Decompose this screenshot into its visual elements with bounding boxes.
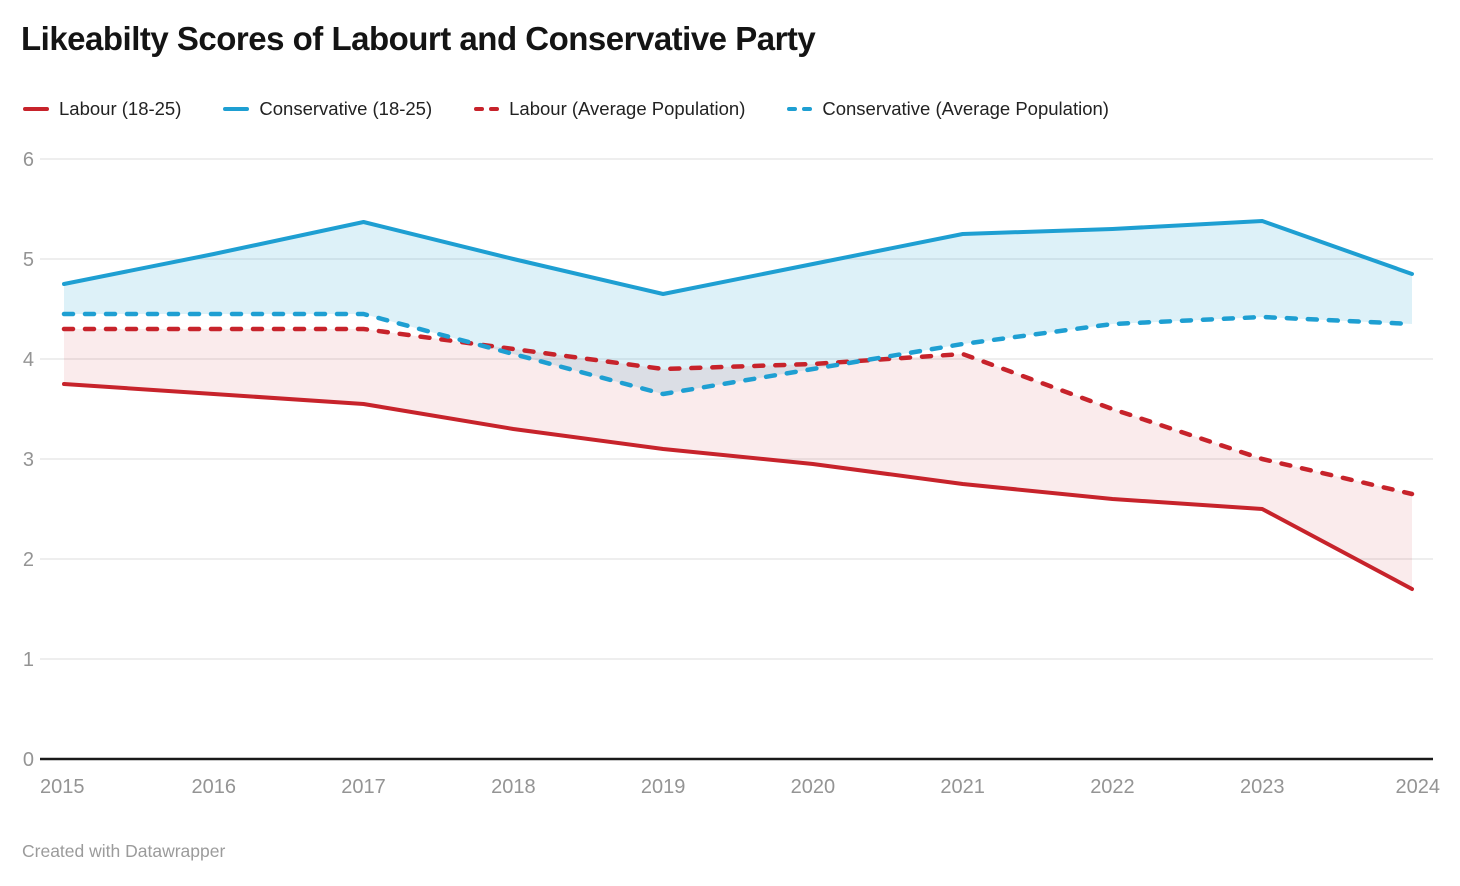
x-tick-label: 2018	[491, 776, 536, 798]
legend-swatch-dashed-line-icon	[474, 106, 500, 112]
x-tick-label: 2023	[1240, 776, 1285, 798]
legend-item-1: Conservative (18-25)	[223, 98, 432, 120]
x-tick-label: 2019	[641, 776, 686, 798]
x-tick-label: 2022	[1090, 776, 1135, 798]
legend-item-3: Conservative (Average Population)	[787, 98, 1109, 120]
series-line-labour-average-population	[61, 326, 1415, 497]
y-tick-label: 3	[23, 449, 34, 471]
y-tick-label: 0	[23, 749, 34, 771]
legend-item-label: Conservative (18-25)	[259, 98, 433, 119]
legend-item-label: Labour (Average Population)	[509, 98, 746, 119]
y-tick-label: 6	[23, 149, 34, 171]
series-line-labour-18-25	[62, 382, 1414, 591]
series-line-conservative-18-25	[62, 219, 1414, 296]
area-fill-0	[64, 221, 1412, 394]
x-tick-label: 2016	[192, 776, 237, 798]
legend-item-label: Conservative (Average Population)	[822, 98, 1109, 119]
x-tick-label: 2020	[791, 776, 836, 798]
legend-item-label: Labour (18-25)	[59, 98, 182, 119]
legend-item-0: Labour (18-25)	[23, 98, 181, 120]
y-tick-label: 1	[23, 649, 34, 671]
legend-swatch-solid-line-icon	[223, 106, 250, 112]
x-tick-label: 2017	[341, 776, 386, 798]
y-tick-label: 4	[23, 349, 34, 371]
series-line-conservative-average-population	[61, 311, 1415, 397]
chart-title: Likeabilty Scores of Labourt and Conserv…	[21, 20, 816, 57]
x-tick-label: 2021	[940, 776, 985, 798]
legend-swatch-solid-line-icon	[23, 106, 49, 112]
y-tick-label: 2	[23, 549, 34, 571]
x-tick-label: 2024	[1396, 776, 1441, 798]
y-tick-label: 5	[23, 249, 34, 271]
datawrapper-credit: Created with Datawrapper	[22, 841, 226, 861]
x-tick-label: 2015	[40, 776, 85, 798]
chart-legend: Labour (18-25) Conservative (18-25) Labour…	[23, 96, 1109, 122]
legend-item-2: Labour (Average Population)	[474, 98, 745, 120]
legend-swatch-dashed-line-icon	[787, 106, 813, 112]
area-fill-1	[64, 329, 1412, 589]
